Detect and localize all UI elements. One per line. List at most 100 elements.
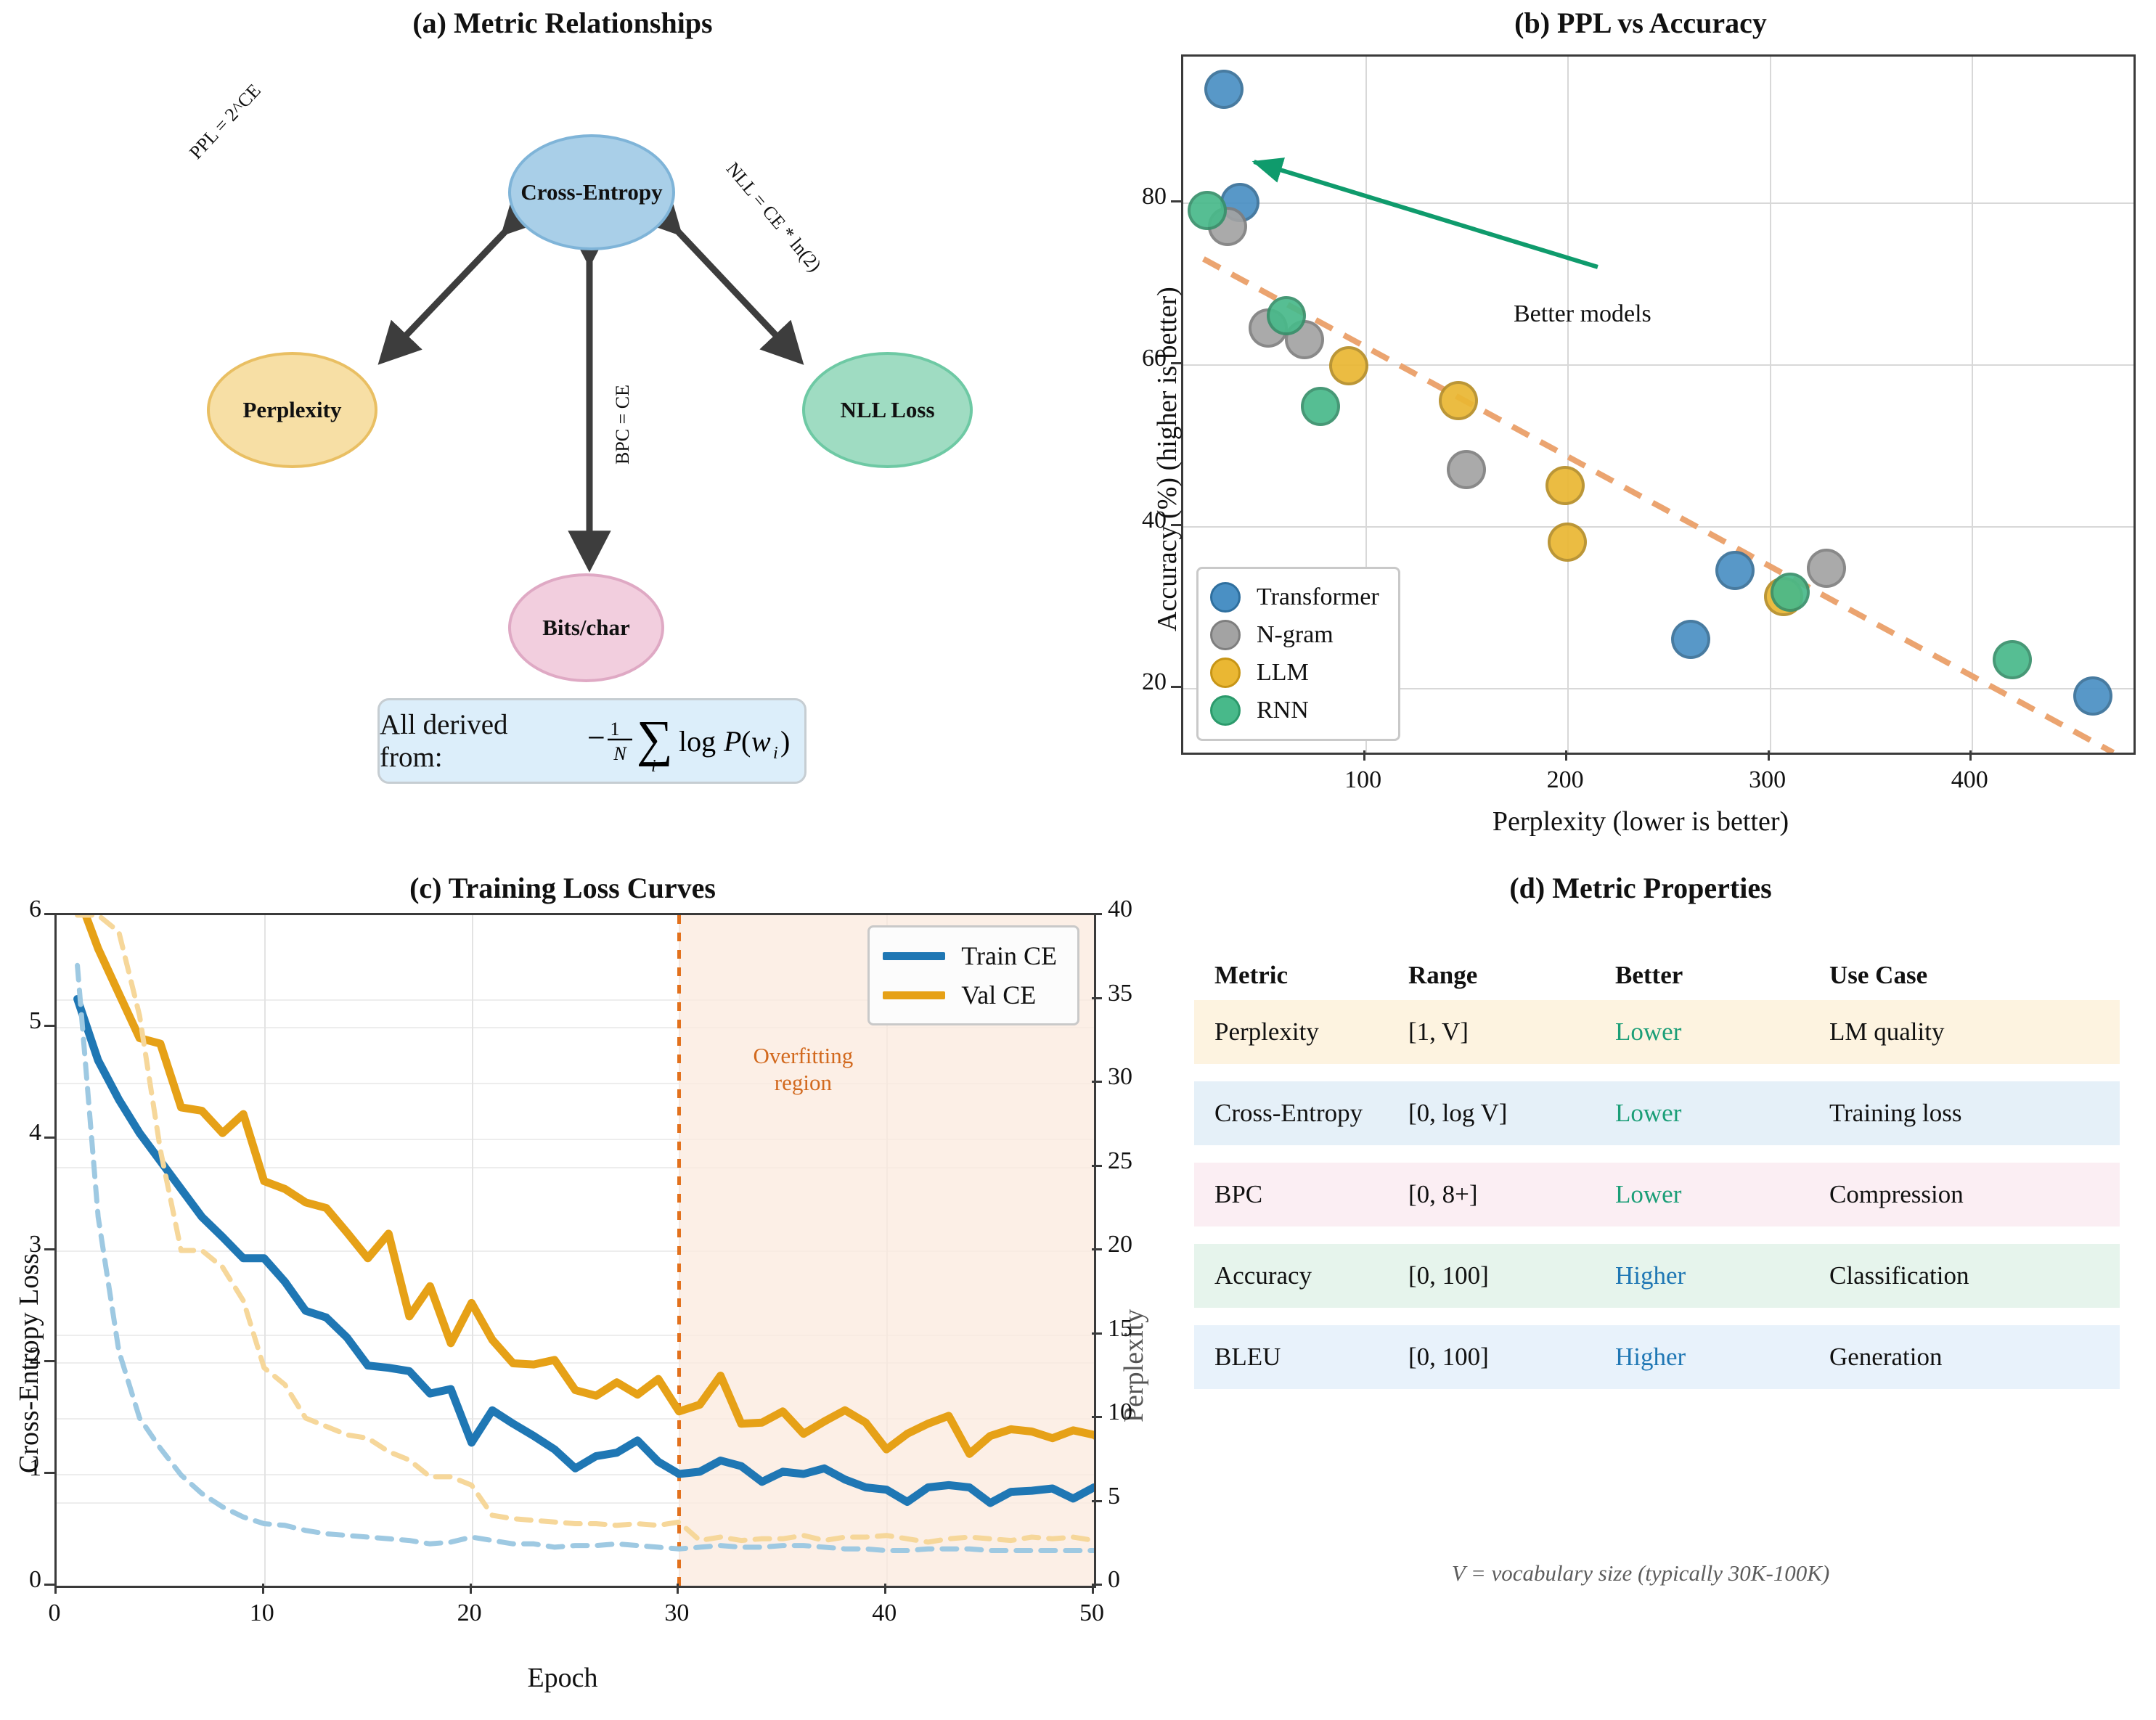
- overfitting-region-label: Overfitting region: [753, 1043, 854, 1096]
- node-bits-char[interactable]: Bits/char: [508, 573, 664, 682]
- panel-b-y-axis-label: Accuracy (%) (higher is better): [1152, 287, 1183, 631]
- cell-range: [0, 100]: [1408, 1343, 1489, 1371]
- column-header-use-case: Use Case: [1829, 961, 1928, 989]
- cell-range: [0, log V]: [1408, 1099, 1508, 1127]
- scatter-point: [1301, 386, 1341, 426]
- scatter-point: [1329, 345, 1369, 385]
- cell-better: Lower: [1615, 1099, 1682, 1127]
- tick-label-y: 80: [1142, 182, 1167, 210]
- cell-range: [0, 100]: [1408, 1261, 1489, 1290]
- scatter-point: [1715, 551, 1755, 591]
- tick-mark-y: [44, 1248, 54, 1250]
- tick-label-y-right: 40: [1108, 896, 1132, 922]
- legend-label-llm: LLM: [1257, 659, 1309, 686]
- cell-better: Lower: [1615, 1180, 1682, 1208]
- svg-text:−: −: [587, 720, 605, 755]
- scatter-point: [1545, 466, 1585, 505]
- svg-text:log: log: [679, 725, 716, 758]
- node-cross-entropy[interactable]: Cross-Entropy: [508, 134, 675, 250]
- tick-label-y-right: 5: [1108, 1482, 1120, 1510]
- svg-text:(: (: [741, 725, 751, 758]
- column-header-range: Range: [1408, 961, 1478, 989]
- gridline-y-right: [57, 1334, 1094, 1336]
- legend-item-train-ce[interactable]: Train CE: [883, 936, 1057, 975]
- tick-mark-y: [1171, 523, 1181, 526]
- tick-label-x: 40: [872, 1600, 897, 1626]
- legend-item-llm[interactable]: LLM: [1210, 654, 1379, 692]
- tick-mark-x: [1363, 750, 1365, 761]
- panel-b-legend[interactable]: Transformer N-gram LLM RNN: [1196, 567, 1400, 741]
- tick-mark-y: [1171, 200, 1181, 202]
- table-row[interactable]: BLEU [0, 100] Higher Generation: [1194, 1325, 2120, 1389]
- column-header-metric: Metric: [1214, 961, 1289, 989]
- legend-item-ngram[interactable]: N-gram: [1210, 616, 1379, 654]
- svg-text:): ): [780, 725, 790, 758]
- formula-box: All derived from: − 1 N ∑ i log P ( w i …: [377, 698, 807, 784]
- gridline-x: [264, 915, 266, 1586]
- tick-label-y-right: 0: [1108, 1566, 1120, 1593]
- tick-mark-x: [469, 1584, 472, 1594]
- svg-text:1: 1: [611, 718, 620, 740]
- panel-b-x-axis-label: Perplexity (lower is better): [1492, 806, 1789, 837]
- scatter-point: [1438, 380, 1478, 420]
- formula-expression: − 1 N ∑ i log P ( w i ): [587, 711, 790, 776]
- node-perplexity[interactable]: Perplexity: [207, 352, 377, 468]
- tick-label-x: 100: [1344, 766, 1382, 793]
- panel-c-title: (c) Training Loss Curves: [409, 872, 716, 904]
- tick-mark-y-right: [1092, 1416, 1102, 1418]
- table-body: Perplexity [1, V] Lower LM quality Cross-Ent…: [1194, 1000, 2120, 1389]
- metric-properties-table: Metric Range Better Use Case Perplexity […: [1194, 951, 2120, 1406]
- cell-use-case: Classification: [1829, 1261, 1969, 1290]
- tick-mark-y: [1171, 685, 1181, 688]
- tick-mark-x: [884, 1584, 887, 1594]
- legend-label-train-ce: Train CE: [961, 941, 1057, 970]
- tick-label-x: 0: [48, 1600, 61, 1626]
- tick-label-y: 4: [29, 1119, 41, 1146]
- legend-swatch-rnn: [1210, 695, 1241, 726]
- better-models-arrow: [1251, 157, 1598, 269]
- legend-item-transformer[interactable]: Transformer: [1210, 578, 1379, 616]
- edge-label-bpc: BPC = CE: [612, 384, 633, 464]
- column-header-better: Better: [1615, 961, 1683, 989]
- scatter-point: [2073, 676, 2113, 716]
- table-row[interactable]: BPC [0, 8+] Lower Compression: [1194, 1163, 2120, 1226]
- gridline-y: [1183, 525, 2133, 528]
- panel-d-title: (d) Metric Properties: [1509, 872, 1772, 904]
- cell-range: [1, V]: [1408, 1017, 1469, 1046]
- gridline-y-right: [57, 1083, 1094, 1084]
- tick-label-x: 30: [664, 1600, 690, 1626]
- cell-metric: BLEU: [1214, 1343, 1281, 1371]
- tick-label-y: 2: [29, 1343, 41, 1369]
- node-bits-char-label: Bits/char: [542, 615, 630, 640]
- gridline-y: [57, 1027, 1094, 1028]
- table-row[interactable]: Cross-Entropy [0, log V] Lower Training los…: [1194, 1081, 2120, 1145]
- tick-label-x: 200: [1546, 766, 1584, 793]
- table-header-row: Metric Range Better Use Case: [1194, 951, 2120, 1000]
- gridline-y: [1183, 202, 2133, 204]
- table-row[interactable]: Perplexity [1, V] Lower LM quality: [1194, 1000, 2120, 1064]
- legend-item-val-ce[interactable]: Val CE: [883, 975, 1057, 1015]
- gridline-y-right: [57, 1166, 1094, 1168]
- tick-label-x: 300: [1749, 766, 1787, 793]
- cell-use-case: Training loss: [1829, 1099, 1962, 1127]
- tick-mark-x: [677, 1584, 679, 1594]
- panel-c-legend[interactable]: Train CE Val CE: [867, 925, 1079, 1025]
- node-perplexity-label: Perplexity: [242, 397, 342, 422]
- svg-text:w: w: [751, 725, 771, 758]
- tick-mark-x: [1767, 750, 1770, 761]
- tick-mark-y-right: [1092, 1081, 1102, 1083]
- svg-text:∑: ∑: [637, 711, 673, 767]
- scatter-point: [1806, 548, 1846, 588]
- panel-c-x-axis-label: Epoch: [527, 1663, 598, 1693]
- series-line: [73, 995, 1094, 1507]
- panel-b-ppl-vs-accuracy: (b) PPL vs Accuracy Transformer N-gram L…: [1125, 0, 2156, 871]
- node-nll-loss[interactable]: NLL Loss: [802, 352, 973, 468]
- table-row[interactable]: Accuracy [0, 100] Higher Classification: [1194, 1244, 2120, 1308]
- legend-item-rnn[interactable]: RNN: [1210, 692, 1379, 729]
- legend-swatch-transformer: [1210, 582, 1241, 613]
- tick-label-y: 6: [29, 896, 41, 922]
- legend-swatch-ngram: [1210, 620, 1241, 650]
- tick-mark-y: [44, 913, 54, 915]
- legend-swatch-val-ce: [883, 991, 946, 999]
